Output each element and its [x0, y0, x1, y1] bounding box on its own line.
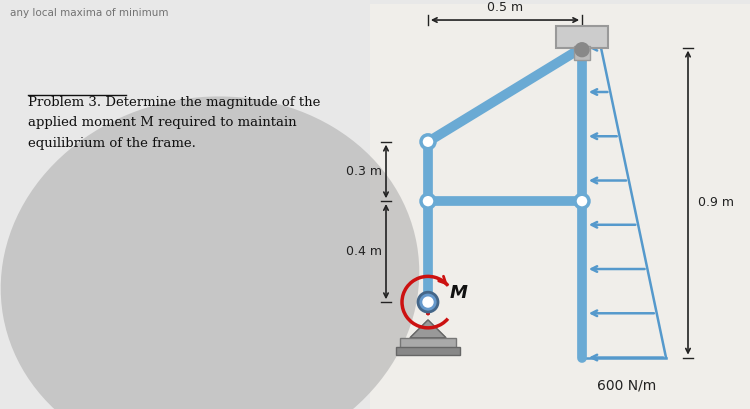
Text: 600 N/m: 600 N/m: [597, 378, 657, 392]
Text: 0.5 m: 0.5 m: [487, 1, 523, 13]
Circle shape: [575, 194, 589, 208]
Text: Problem 3. Determine the magnitude of the: Problem 3. Determine the magnitude of th…: [28, 96, 320, 109]
Text: 0.9 m: 0.9 m: [698, 196, 734, 209]
Circle shape: [575, 43, 589, 57]
Bar: [556, 26, 608, 48]
Text: any local maxima of minimum: any local maxima of minimum: [10, 8, 169, 18]
FancyBboxPatch shape: [370, 4, 750, 409]
Circle shape: [421, 135, 435, 149]
Circle shape: [421, 194, 435, 208]
Text: 0.3 m: 0.3 m: [346, 165, 382, 178]
Bar: [574, 46, 590, 60]
Bar: [396, 347, 460, 355]
Text: 0.4 m: 0.4 m: [346, 245, 382, 258]
Ellipse shape: [1, 97, 419, 409]
Circle shape: [418, 292, 438, 312]
Bar: [400, 338, 456, 348]
Text: equilibrium of the frame.: equilibrium of the frame.: [28, 137, 196, 150]
Text: applied moment M required to maintain: applied moment M required to maintain: [28, 117, 296, 130]
Circle shape: [423, 297, 433, 307]
Polygon shape: [410, 320, 446, 338]
Text: M: M: [450, 284, 468, 302]
